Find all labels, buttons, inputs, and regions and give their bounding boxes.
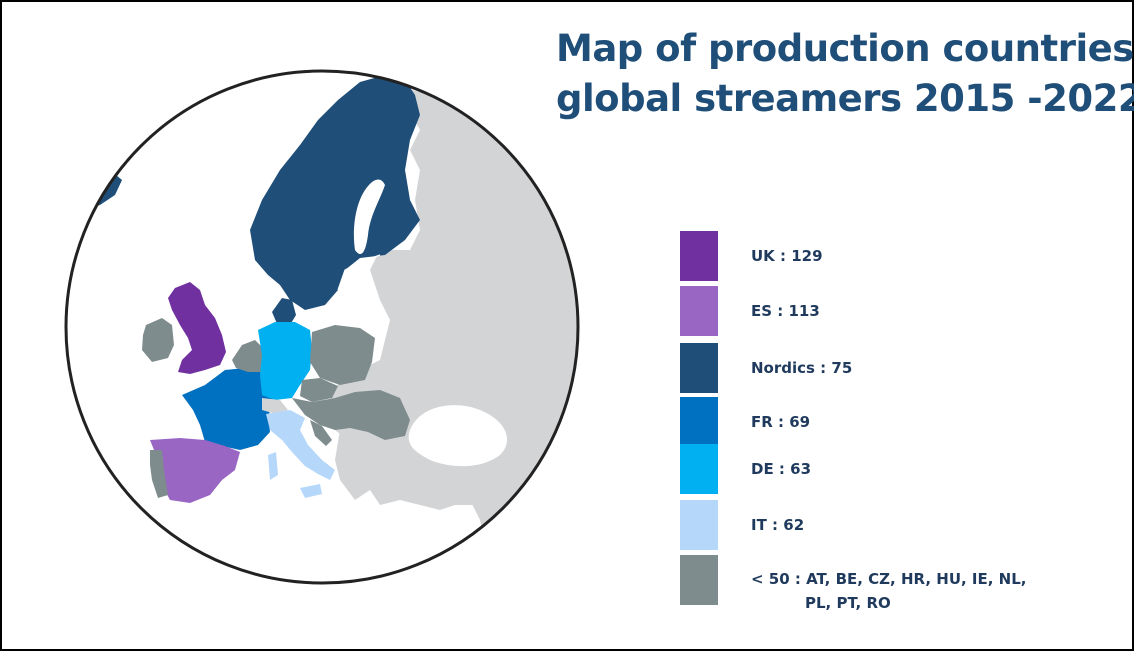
region-nordics xyxy=(250,75,420,310)
legend-swatch-it xyxy=(680,500,718,550)
legend-label-other: < 50 : AT, BE, CZ, HR, HU, IE, NL, PL, P… xyxy=(751,567,1027,615)
region-benelux xyxy=(232,340,265,372)
map-title: Map of production countries of global st… xyxy=(556,24,1134,124)
region-germany xyxy=(258,322,312,400)
land-switzerland xyxy=(262,398,288,414)
gulf-of-bothnia xyxy=(353,179,385,255)
region-central-europe xyxy=(292,390,410,440)
legend-swatch-de xyxy=(680,444,718,494)
legend-label-es: ES : 113 xyxy=(751,302,820,320)
region-czechia xyxy=(300,378,338,402)
region-poland xyxy=(310,325,375,385)
legend-label-fr: FR : 69 xyxy=(751,413,811,431)
legend-swatch-uk xyxy=(680,231,718,281)
legend-label-it: IT : 62 xyxy=(751,516,805,534)
region-denmark xyxy=(272,298,296,326)
legend-label-uk: UK : 129 xyxy=(751,247,823,265)
region-spain xyxy=(150,438,240,503)
region-italy xyxy=(266,410,335,480)
legend-swatch-fr xyxy=(680,397,718,447)
region-sicily xyxy=(300,484,322,498)
legend-label-other-line1: < 50 : AT, BE, CZ, HR, HU, IE, NL, xyxy=(751,570,1027,588)
region-france xyxy=(182,368,278,450)
region-sardinia xyxy=(268,452,278,480)
legend-label-de: DE : 63 xyxy=(751,460,812,478)
legend-label-nordics: Nordics : 75 xyxy=(751,359,853,377)
legend-swatch-other xyxy=(680,555,718,605)
region-portugal xyxy=(150,450,168,498)
title-line-2: global streamers 2015 -2022 xyxy=(556,77,1134,120)
title-line-1: Map of production countries of xyxy=(556,27,1134,70)
black-sea xyxy=(408,405,508,467)
legend-label-other-line2: PL, PT, RO xyxy=(805,594,891,612)
legend-swatch-nordics xyxy=(680,343,718,393)
land-balkans xyxy=(335,430,400,505)
legend-swatch-es xyxy=(680,286,718,336)
globe-outline xyxy=(64,69,580,585)
region-ireland xyxy=(142,318,174,362)
land-eastern-europe xyxy=(330,85,578,583)
region-croatia xyxy=(310,420,332,446)
region-uk xyxy=(168,282,226,374)
baltic-coast xyxy=(337,254,381,291)
